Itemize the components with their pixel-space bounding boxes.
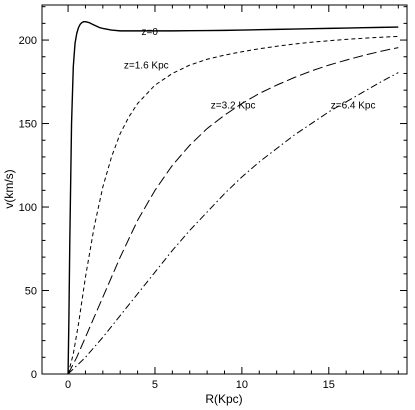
series-label-4: z=6.4 Kpc <box>331 101 376 112</box>
curve-group <box>67 21 399 375</box>
y-tick-label: 150 <box>19 119 37 131</box>
y-axis-title: v(km/s) <box>2 169 16 208</box>
series-label-2: z=1.6 Kpc <box>124 60 169 71</box>
series-label-1: z=0 <box>142 27 159 38</box>
y-tick-label: 200 <box>19 35 37 47</box>
curve-label-group: z=0 z=1.6 Kpc z=3.2 Kpc z=6.4 Kpc <box>124 27 376 111</box>
axis-ticks <box>42 5 407 375</box>
series-label-3: z=3.2 Kpc <box>211 101 256 112</box>
series-line-1 <box>67 21 399 375</box>
y-tick-label: 50 <box>25 286 37 298</box>
series-line-2 <box>67 35 399 375</box>
x-tick-label: 5 <box>152 379 158 391</box>
plot-frame <box>41 4 408 375</box>
series-line-3 <box>67 47 399 375</box>
x-tick-label: 0 <box>65 379 71 391</box>
x-axis-title: R(Kpc) <box>205 392 242 406</box>
y-tick-label: 0 <box>31 369 37 381</box>
series-line-4 <box>67 72 399 375</box>
y-tick-label: 100 <box>19 202 37 214</box>
x-tick-label: 15 <box>323 379 335 391</box>
x-tick-label: 10 <box>236 379 248 391</box>
